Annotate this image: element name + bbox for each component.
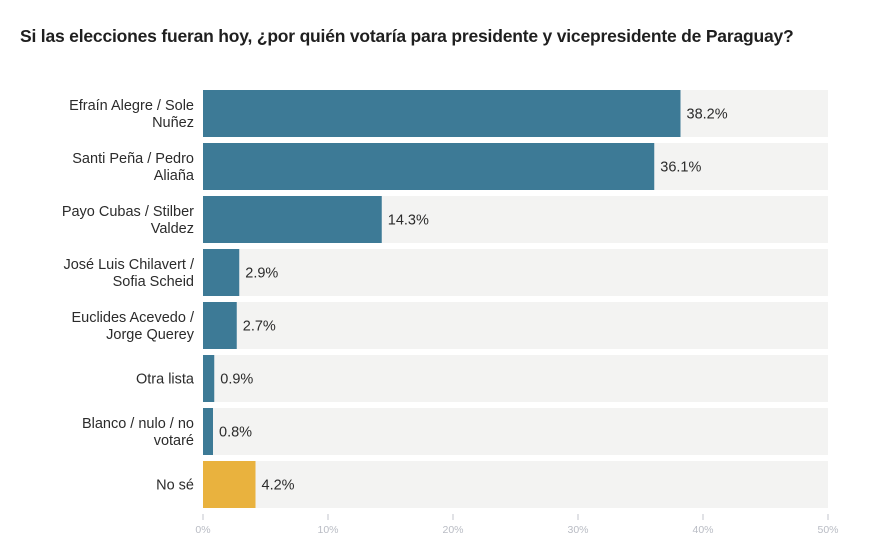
category-label: Santi Peña / Pedro bbox=[72, 151, 194, 167]
category-label: Aliaña bbox=[154, 168, 195, 184]
category-label: José Luis Chilavert / bbox=[63, 257, 195, 273]
x-tick-label: 20% bbox=[442, 524, 463, 536]
category-label: Otra lista bbox=[136, 372, 195, 388]
data-label: 2.7% bbox=[243, 319, 276, 335]
category-label: Blanco / nulo / no bbox=[82, 416, 194, 432]
data-label: 38.2% bbox=[687, 107, 728, 123]
data-label: 14.3% bbox=[388, 213, 429, 229]
category-label: Sofia Scheid bbox=[113, 274, 194, 290]
bar bbox=[203, 302, 237, 349]
bar bbox=[203, 408, 213, 455]
category-label: Jorge Querey bbox=[106, 327, 195, 343]
bar-track bbox=[203, 461, 828, 508]
bar-track bbox=[203, 302, 828, 349]
category-label: Euclides Acevedo / bbox=[71, 310, 194, 326]
category-label: No sé bbox=[156, 478, 194, 494]
x-tick-label: 50% bbox=[817, 524, 838, 536]
data-label: 0.9% bbox=[220, 372, 253, 388]
data-label: 0.8% bbox=[219, 425, 252, 441]
bar-track bbox=[203, 355, 828, 402]
category-label: Valdez bbox=[151, 221, 194, 237]
bar bbox=[203, 461, 256, 508]
bar bbox=[203, 249, 240, 296]
x-tick-label: 10% bbox=[317, 524, 338, 536]
chart-title: Si las elecciones fueran hoy, ¿por quién… bbox=[20, 26, 794, 46]
bar bbox=[203, 196, 382, 243]
category-label: Payo Cubas / Stilber bbox=[62, 204, 194, 220]
category-label: Efraín Alegre / Sole bbox=[69, 98, 194, 114]
data-label: 36.1% bbox=[660, 160, 701, 176]
x-tick-label: 30% bbox=[567, 524, 588, 536]
bar bbox=[203, 90, 681, 137]
category-label: Nuñez bbox=[152, 115, 194, 131]
x-tick-label: 40% bbox=[692, 524, 713, 536]
category-label: votaré bbox=[154, 433, 194, 449]
bar-track bbox=[203, 249, 828, 296]
bar-track bbox=[203, 408, 828, 455]
bar bbox=[203, 143, 655, 190]
x-tick-label: 0% bbox=[195, 524, 210, 536]
data-label: 2.9% bbox=[245, 266, 278, 282]
data-label: 4.2% bbox=[262, 478, 295, 494]
bar bbox=[203, 355, 215, 402]
